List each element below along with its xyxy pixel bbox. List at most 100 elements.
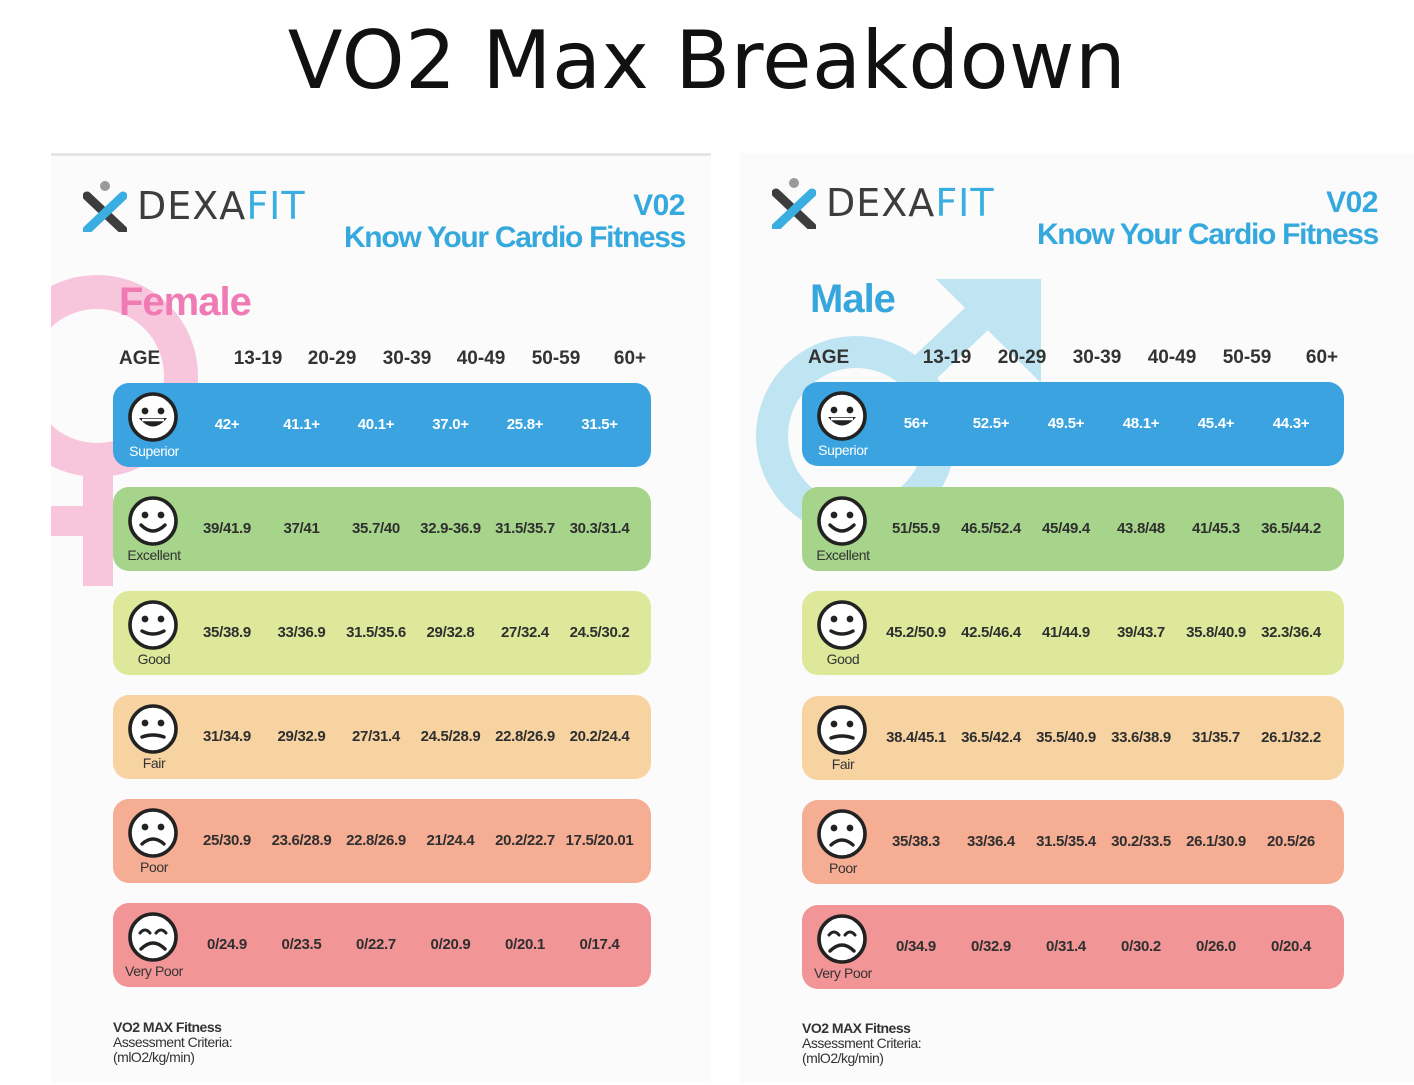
rating-value-cell: 24.5/28.9	[420, 728, 481, 745]
rating-value-cell: 23.6/28.9	[271, 832, 332, 849]
rating-row-superior: Superior 42+ 41.1+ 40.1+ 37.0+ 25.8+ 31.5+	[113, 383, 651, 467]
rating-value-cell: 39/43.7	[1117, 624, 1165, 641]
rating-value-cell: 22.8/26.9	[495, 728, 555, 745]
rating-value-cell: 20.5/26	[1267, 833, 1315, 850]
rating-row-poor: Poor 35/38.3 33/36.4 31.5/35.4 30.2/33.5 26.1…	[802, 800, 1344, 884]
frown-face-icon	[127, 807, 179, 859]
rating-value-cell: 25.8+	[506, 416, 544, 433]
rating-value-cell: 41/45.3	[1192, 519, 1240, 537]
age-col: 60+	[1305, 347, 1339, 368]
age-header-row: AGE 13-19 20-29 30-39 40-49 50-59 60+	[119, 348, 679, 376]
rating-value-cell: 42+	[214, 416, 240, 433]
rating-value-cell: 51/55.9	[892, 519, 940, 537]
smile-face-icon	[816, 495, 868, 547]
rating-value-cell: 35.7/40	[352, 520, 400, 537]
male-chart-panel: DEXAFIT V02 Know Your Cardio Fitness Mal…	[740, 153, 1414, 1083]
rating-value-cell: 42.5/46.4	[961, 624, 1021, 641]
rating-value-cell: 0/30.2	[1121, 937, 1161, 955]
rating-name: Superior	[818, 442, 868, 458]
age-col: 13-19	[233, 348, 283, 369]
rating-name: Good	[137, 651, 171, 667]
rating-row-excellent: Excellent 51/55.9 46.5/52.4 45/49.4 43.8/48 4…	[802, 486, 1344, 571]
gender-label-male: Male	[810, 277, 896, 321]
rating-value-cell: 35/38.3	[892, 833, 940, 850]
footnote-criteria: Assessment Criteria:	[802, 1035, 922, 1051]
header-tagline: Know Your Cardio Fitness	[1036, 218, 1379, 251]
rating-row-good: Good 35/38.9 33/36.9 31.5/35.6 29/32.8 27/32.…	[113, 591, 651, 675]
rating-value-cell: 20.2/22.7	[495, 832, 555, 849]
rating-name: Fair	[142, 755, 166, 771]
rating-value-cell: 40.1+	[357, 416, 395, 433]
age-header-row: AGE 13-19 20-29 30-39 40-49 50-59 60+	[808, 347, 1368, 375]
rating-value-cell: 30.2/33.5	[1111, 833, 1171, 850]
rating-value-cell: 29/32.8	[426, 624, 475, 641]
brand-name-dexa: DEXA	[137, 184, 247, 228]
header-vo2: V02	[1326, 186, 1378, 219]
age-label: AGE	[119, 348, 161, 369]
rating-value-cell: 27/32.4	[501, 624, 549, 641]
rating-value-cell: 36.5/42.4	[961, 728, 1021, 746]
rating-value-cell: 0/23.5	[281, 936, 322, 953]
rating-value-cell: 33/36.4	[967, 833, 1015, 850]
rating-value-cell: 38.4/45.1	[886, 728, 946, 746]
neutral-face-icon	[127, 703, 179, 755]
rating-value-cell: 0/32.9	[971, 937, 1011, 955]
rating-value-cell: 26.1/30.9	[1186, 833, 1246, 850]
dexafit-logo: DEXAFIT	[772, 175, 995, 231]
age-col: 20-29	[997, 347, 1047, 368]
rating-value-cell: 30.3/31.4	[569, 520, 630, 537]
rating-value-cell: 17.5/20.01	[565, 832, 634, 849]
rating-value-cell: 39/41.9	[203, 520, 251, 537]
rating-name: Fair	[831, 755, 855, 772]
rating-name: Excellent	[127, 547, 181, 563]
female-chart-panel: DEXAFIT V02 Know Your Cardio Fitness Fem…	[51, 153, 711, 1083]
footnote-criteria: Assessment Criteria:	[113, 1034, 233, 1050]
age-col: 40-49	[456, 348, 506, 369]
rating-value-cell: 0/17.4	[579, 936, 620, 953]
frown-face-icon	[816, 808, 868, 860]
rating-value-cell: 46.5/52.4	[961, 519, 1021, 537]
brand-name-fit: FIT	[935, 181, 995, 225]
rating-value-cell: 0/20.9	[430, 936, 471, 953]
age-col: 60+	[613, 348, 647, 369]
rating-value-cell: 27/31.4	[352, 728, 400, 745]
rating-row-poor: Poor 25/30.9 23.6/28.9 22.8/26.9 21/24.4 20.2…	[113, 799, 651, 883]
rating-value-cell: 0/31.4	[1046, 937, 1086, 955]
gender-label-female: Female	[119, 280, 252, 324]
rating-value-cell: 31/35.7	[1192, 728, 1240, 746]
rating-value-cell: 0/20.1	[505, 936, 545, 953]
header-tagline: Know Your Cardio Fitness	[343, 221, 686, 254]
brand-name-dexa: DEXA	[826, 181, 936, 225]
rating-value-cell: 37/41	[283, 520, 320, 537]
age-col: 30-39	[1072, 347, 1122, 368]
rating-name: Superior	[129, 443, 179, 459]
rating-value-cell: 37.0+	[432, 416, 469, 433]
footnote: VO2 MAX Fitness Assessment Criteria: (ml…	[113, 1020, 233, 1065]
rating-value-cell: 35/38.9	[203, 624, 251, 641]
neutral-face-icon	[816, 704, 868, 756]
age-label: AGE	[808, 347, 850, 368]
rating-value-cell: 20.2/24.4	[569, 728, 630, 745]
rating-value-cell: 0/22.7	[356, 936, 396, 953]
footnote-title: VO2 MAX Fitness	[802, 1020, 911, 1036]
age-col: 40-49	[1147, 347, 1197, 368]
rating-row-fair: Fair 31/34.9 29/32.9 27/31.4 24.5/28.9 22.8/2…	[113, 695, 651, 779]
rating-row-very-poor: Very Poor 0/34.9 0/32.9 0/31.4 0/30.2 0/26.0 0…	[802, 904, 1344, 989]
rating-value-cell: 31.5/35.6	[346, 624, 406, 641]
rating-value-cell: 32.9-36.9	[420, 520, 481, 537]
slight-smile-face-icon	[127, 599, 179, 651]
rating-row-good: Good 45.2/50.9 42.5/46.4 41/44.9 39/43.7 35.8…	[802, 591, 1344, 675]
header-vo2: V02	[633, 189, 685, 222]
rating-value-cell: 0/20.4	[1271, 937, 1311, 955]
age-col: 30-39	[382, 348, 432, 369]
rating-value-cell: 29/32.9	[277, 728, 326, 745]
rating-value-cell: 43.8/48	[1117, 519, 1165, 537]
rating-value-cell: 44.3+	[1272, 415, 1310, 432]
sad-face-icon	[127, 911, 179, 963]
rating-value-cell: 41.1+	[283, 416, 320, 433]
rating-name: Good	[826, 651, 860, 667]
age-col: 50-59	[531, 348, 581, 369]
rating-row-excellent: Excellent 39/41.9 37/41 35.7/40 32.9-36.9 31.…	[113, 487, 651, 571]
female-symbol-icon	[51, 266, 207, 596]
rating-value-cell: 32.3/36.4	[1261, 624, 1321, 641]
